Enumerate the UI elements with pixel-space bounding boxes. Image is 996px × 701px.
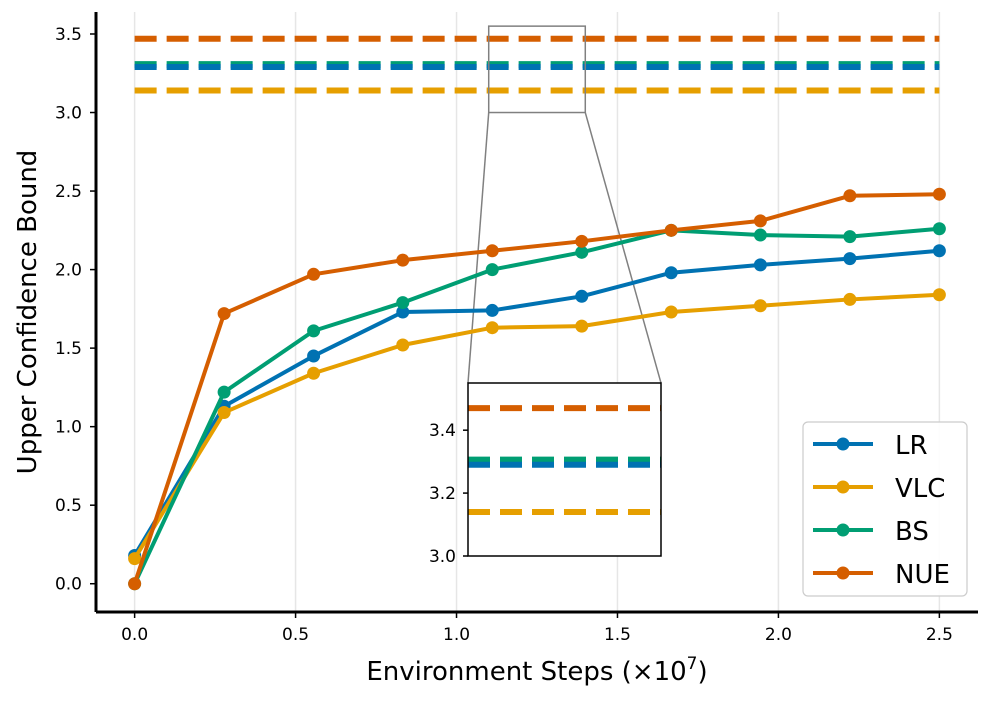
legend-label-nue: NUE: [895, 560, 950, 590]
zoom-region: [467, 25, 662, 384]
data-point-vlc-6: [664, 305, 678, 319]
data-point-vlc-4: [485, 321, 499, 335]
series-line-lr: [132, 248, 940, 557]
ticks: 0.0 0.5 1.0 1.5 2.0 2.50.00.51.01.52.02.53.03…: [55, 25, 953, 645]
inset-zoom-plot: 3.0 3.2 3.4: [429, 382, 662, 567]
x-axis-label: Environment Steps (×107): [366, 654, 707, 687]
data-point-nue-1: [217, 307, 231, 321]
data-point-vlc-5: [575, 319, 589, 333]
series-line-vlc: [132, 292, 940, 560]
legend-label-bs: BS: [895, 517, 929, 547]
x-tick-label-1: 0.5: [282, 625, 309, 645]
legend-label-lr: LR: [895, 431, 928, 461]
x-tick-label-5: 2.5: [926, 625, 953, 645]
y-tick-label-2: 1.0: [55, 418, 82, 438]
data-point-bs-4: [485, 263, 499, 277]
data-point-nue-6: [664, 223, 678, 237]
legend: LR VLC BS NUE: [802, 421, 968, 597]
data-point-bs-7: [753, 228, 767, 242]
y-axis-label: Upper Confidence Bound: [13, 150, 43, 475]
inset-frame: [467, 382, 662, 557]
y-tick-label-6: 3.0: [55, 104, 82, 124]
data-point-vlc-7: [753, 299, 767, 313]
data-point-lr-3: [396, 305, 410, 319]
data-point-nue-3: [396, 253, 410, 267]
data-point-lr-5: [575, 289, 589, 303]
x-tick-label-0: 0.0: [121, 625, 148, 645]
data-point-vlc-8: [843, 292, 857, 306]
legend-marker-vlc: [836, 480, 850, 494]
data-point-nue-0: [128, 577, 142, 591]
y-tick-label-1: 0.5: [55, 496, 82, 516]
series-line-bs: [132, 226, 940, 585]
legend-label-vlc: VLC: [895, 474, 945, 504]
data-point-vlc-0: [128, 552, 142, 566]
data-point-lr-8: [843, 252, 857, 266]
x-tick-label-4: 2.0: [765, 625, 792, 645]
data-point-lr-7: [753, 258, 767, 272]
inset-y-tick-label-2: 3.4: [429, 421, 456, 441]
data-point-nue-7: [753, 214, 767, 228]
data-point-nue-2: [307, 267, 321, 281]
data-point-bs-5: [575, 245, 589, 259]
y-tick-label-0: 0.0: [55, 575, 82, 595]
data-point-nue-8: [843, 189, 857, 203]
series-line-nue: [132, 192, 940, 585]
data-point-nue-4: [485, 244, 499, 258]
x-tick-label-2: 1.0: [443, 625, 470, 645]
series-lines: [128, 187, 946, 591]
data-point-lr-9: [932, 244, 946, 258]
zoom-connector-right: [584, 112, 662, 384]
y-tick-label-7: 3.5: [55, 25, 82, 45]
zoom-connector-left: [467, 112, 490, 384]
y-tick-label-5: 2.5: [55, 182, 82, 202]
data-point-bs-2: [307, 324, 321, 338]
legend-marker-bs: [836, 523, 850, 537]
data-point-bs-3: [396, 296, 410, 310]
data-point-bs-9: [932, 222, 946, 236]
data-point-nue-5: [575, 234, 589, 248]
data-point-nue-9: [932, 187, 946, 201]
y-tick-label-3: 1.5: [55, 339, 82, 359]
data-point-lr-2: [307, 349, 321, 363]
zoom-indicator-rect: [487, 25, 587, 114]
data-point-lr-4: [485, 303, 499, 317]
legend-marker-nue: [836, 566, 850, 580]
legend-marker-lr: [836, 437, 850, 451]
data-point-vlc-3: [396, 338, 410, 352]
data-point-vlc-9: [932, 288, 946, 302]
inset-y-tick-label-1: 3.2: [429, 484, 456, 504]
data-point-bs-8: [843, 230, 857, 244]
data-point-lr-6: [664, 266, 678, 280]
data-point-bs-1: [217, 385, 231, 399]
legend-box: [802, 421, 968, 597]
x-tick-label-3: 1.5: [604, 625, 631, 645]
inset-y-tick-label-0: 3.0: [429, 547, 456, 567]
inset-background: [468, 383, 661, 556]
data-point-vlc-2: [307, 366, 321, 380]
y-tick-label-4: 2.0: [55, 261, 82, 281]
reference-lines: [134, 35, 940, 94]
data-point-vlc-1: [217, 406, 231, 420]
